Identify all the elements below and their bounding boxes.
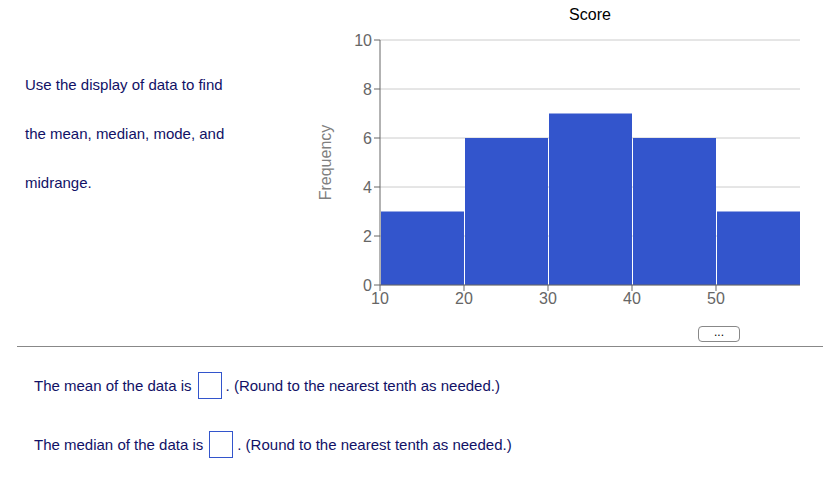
- svg-text:0: 0: [363, 277, 372, 294]
- svg-text:10: 10: [371, 290, 389, 307]
- svg-text:4: 4: [363, 179, 372, 196]
- html-text:The median of the data is: The median of the data is: [34, 436, 204, 453]
- html-text:. (Round to the nearest tenth: . (Round to the nearest tenth as needed.…: [237, 436, 512, 453]
- html-text:Score: Score: [569, 6, 611, 23]
- svg-text:30: 30: [539, 290, 557, 307]
- html-text:The mean of the data is: The mean of the data is: [34, 377, 192, 394]
- svg-text:40: 40: [623, 290, 641, 307]
- svg-text:Frequency: Frequency: [317, 125, 334, 201]
- html-text:Use the display of data to fin: Use the display of data to find: [25, 76, 223, 93]
- svg-text:10: 10: [354, 32, 372, 49]
- html-text:. (Round to the nearest tenth: . (Round to the nearest tenth as needed.…: [225, 377, 500, 394]
- svg-text:2: 2: [363, 228, 372, 245]
- html-text:midrange.: midrange.: [25, 174, 92, 191]
- svg-text:8: 8: [363, 81, 372, 98]
- html-text:the mean, median, mode, and: the mean, median, mode, and: [25, 125, 225, 142]
- svg-text:6: 6: [363, 130, 372, 147]
- svg-text:20: 20: [455, 290, 473, 307]
- svg-text:50: 50: [707, 290, 725, 307]
